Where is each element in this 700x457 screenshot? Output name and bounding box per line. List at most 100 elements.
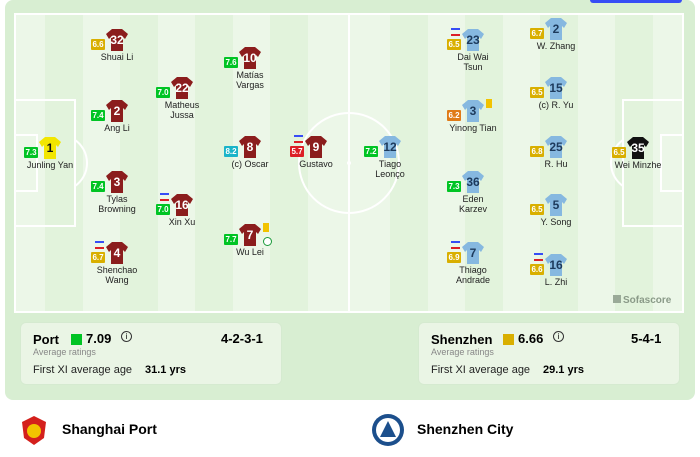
player-name: Matheus Jussa — [164, 100, 200, 120]
yellow-card — [263, 223, 269, 232]
player-rating: 6.6 — [91, 39, 105, 50]
player-name: Tylas Browning — [98, 194, 136, 214]
home-team-name[interactable]: Shanghai Port — [62, 421, 157, 437]
shirt-number: 3 — [469, 104, 477, 118]
player-name: Thiago Andrade — [455, 265, 491, 285]
player-name: Yinong Tian — [449, 123, 497, 133]
player-rating: 7.3 — [24, 147, 38, 158]
player-name: Shuai Li — [100, 52, 134, 62]
player-name: Wu Lei — [236, 247, 264, 257]
player-rating: 6.2 — [447, 110, 461, 121]
shirt — [462, 29, 484, 51]
player-name: Tiago Leonço — [375, 159, 405, 179]
pitch — [14, 13, 684, 313]
shirt — [462, 242, 484, 264]
shirt — [462, 100, 484, 122]
shirt-number: 32 — [110, 33, 124, 47]
age-label: First XI average age — [431, 364, 531, 376]
rating-swatch — [503, 334, 514, 345]
player-name: (c) Oscar — [231, 159, 269, 169]
age: 31.1 yrs — [145, 364, 186, 376]
player-name: Ang Li — [104, 123, 130, 133]
shirt-number: 3 — [113, 175, 121, 189]
shirt-number: 1 — [46, 141, 54, 155]
team-short: Shenzhen — [431, 332, 493, 347]
shirt — [171, 194, 193, 216]
player-name: Gustavo — [299, 159, 333, 169]
player-name: W. Zhang — [536, 41, 576, 51]
player-name: Dai Wai Tsun — [457, 52, 489, 72]
watermark-text: Sofascore — [623, 295, 672, 306]
shirt — [239, 47, 261, 69]
shirt-number: 10 — [243, 51, 257, 65]
shirt — [106, 171, 128, 193]
home-logo — [22, 416, 46, 445]
shirt — [379, 136, 401, 158]
shirt — [545, 77, 567, 99]
shirt-number: 2 — [552, 22, 560, 36]
player-rating: 7.3 — [447, 181, 461, 192]
shirt-number: 8 — [246, 140, 254, 154]
age: 29.1 yrs — [543, 364, 584, 376]
shirt — [627, 137, 649, 159]
shirt-number: 2 — [113, 104, 121, 118]
sub-icon — [95, 241, 104, 249]
shirt — [239, 224, 261, 246]
player-rating: 7.7 — [224, 234, 238, 245]
tab-indicator — [590, 0, 682, 3]
rating-swatch — [71, 334, 82, 345]
player-rating: 5.7 — [290, 146, 304, 157]
away-team-name[interactable]: Shenzhen City — [417, 421, 514, 437]
rating-label: Average ratings — [431, 347, 494, 357]
player-rating: 7.2 — [364, 146, 378, 157]
shirt — [545, 18, 567, 40]
shirt — [305, 136, 327, 158]
yellow-card — [486, 99, 492, 108]
player-name: Xin Xu — [168, 217, 196, 227]
shirt — [545, 194, 567, 216]
player-rating: 6.7 — [530, 28, 544, 39]
away-summary: Shenzhen 6.66 i 5-4-1 Average ratings Fi… — [418, 322, 680, 385]
shirt-number: 16 — [549, 258, 563, 272]
shirt — [545, 254, 567, 276]
player-rating: 6.5 — [612, 147, 626, 158]
player-name: (c) R. Yu — [538, 100, 574, 110]
info-icon[interactable]: i — [553, 331, 564, 342]
shirt-number: 7 — [246, 228, 254, 242]
player-rating: 7.0 — [156, 87, 170, 98]
player-rating: 7.6 — [224, 57, 238, 68]
sub-icon — [294, 135, 303, 143]
shirt-number: 4 — [113, 246, 121, 260]
shirt-number: 7 — [469, 246, 477, 260]
shirt-number: 5 — [552, 198, 560, 212]
shirt — [545, 136, 567, 158]
watermark: Sofascore — [613, 295, 671, 306]
player-rating: 7.4 — [91, 110, 105, 121]
player-rating: 6.7 — [91, 252, 105, 263]
player-rating: 6.8 — [530, 146, 544, 157]
player-name: Y. Song — [540, 217, 572, 227]
player-rating: 6.6 — [530, 264, 544, 275]
age-label: First XI average age — [33, 364, 133, 376]
goal-icon — [263, 237, 272, 246]
player-rating: 8.2 — [224, 146, 238, 157]
shirt-number: 9 — [312, 140, 320, 154]
shirt — [171, 77, 193, 99]
sub-icon — [160, 193, 169, 201]
info-icon[interactable]: i — [121, 331, 132, 342]
shirt-number: 35 — [631, 141, 645, 155]
player-name: Shenchao Wang — [96, 265, 138, 285]
formation: 5-4-1 — [631, 331, 662, 346]
team-rating: 7.09 — [86, 331, 112, 346]
player-rating: 7.4 — [91, 181, 105, 192]
shirt-number: 36 — [466, 175, 480, 189]
player-name: L. Zhi — [544, 277, 568, 287]
team-rating: 6.66 — [518, 331, 544, 346]
shirt — [106, 29, 128, 51]
away-logo — [372, 414, 404, 446]
sub-icon — [451, 241, 460, 249]
formation: 4-2-3-1 — [221, 331, 263, 346]
player-rating: 6.5 — [447, 39, 461, 50]
shirt-number: 16 — [175, 198, 189, 212]
